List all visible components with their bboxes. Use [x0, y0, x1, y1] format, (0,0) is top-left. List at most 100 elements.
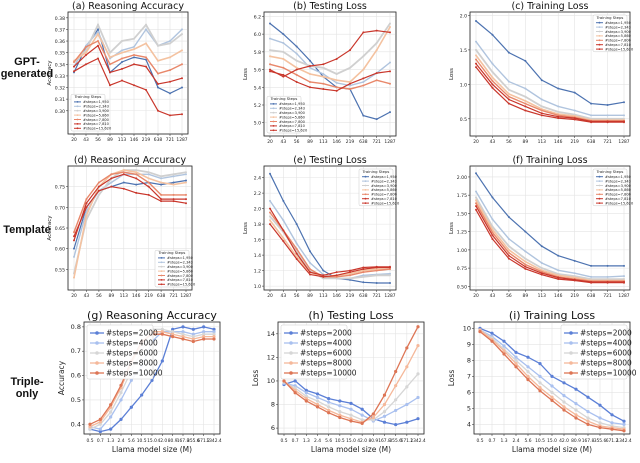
y-tick-label: 0.5: [460, 117, 467, 123]
data-point: [88, 422, 92, 426]
data-point: [375, 265, 378, 268]
legend-label: #steps=7,800: [371, 193, 398, 197]
data-point: [73, 60, 75, 63]
data-point: [405, 346, 409, 350]
data-point: [538, 386, 542, 390]
data-point: [475, 205, 477, 208]
data-point: [295, 258, 298, 260]
data-point: [98, 422, 102, 426]
data-point: [623, 275, 625, 278]
data-point: [269, 211, 271, 214]
legend-marker: [76, 123, 79, 125]
legend-marker: [160, 261, 163, 264]
series-line: [475, 20, 625, 106]
x-tick-label: 80.9: [168, 438, 178, 444]
legend: Training Steps#steps=1,950#steps=2,343#s…: [154, 249, 196, 288]
data-point: [335, 277, 338, 280]
x-tick-label: 42.0: [357, 438, 367, 444]
legend-label: #steps=5,860: [605, 188, 632, 192]
series-line: [475, 209, 624, 284]
data-point: [557, 254, 560, 257]
x-tick-label: 1287: [176, 137, 187, 143]
data-point: [491, 76, 494, 79]
x-tick-label: 1342.4: [206, 438, 222, 444]
data-point: [338, 410, 342, 414]
data-point: [574, 408, 578, 412]
data-point: [475, 48, 477, 51]
data-point: [212, 335, 216, 339]
data-point: [540, 262, 543, 265]
x-tick-label: 80.9: [368, 438, 378, 444]
y-axis-label: Loss: [243, 222, 249, 234]
data-point: [109, 71, 111, 74]
data-point: [119, 391, 123, 395]
data-point: [85, 210, 88, 213]
y-tick-label: 7: [467, 372, 471, 380]
data-point: [491, 33, 494, 36]
data-point: [526, 370, 530, 374]
data-point: [382, 420, 387, 424]
x-tick-label: 20: [473, 293, 479, 299]
legend-label: #steps=10000: [106, 369, 163, 378]
data-point: [538, 374, 542, 378]
legend-label: #steps=3,900: [605, 30, 632, 34]
y-tick-label: 0.34: [55, 62, 65, 68]
y-tick-label: 1.6: [254, 238, 261, 244]
legend-label: #steps=7,810: [167, 278, 194, 282]
data-point: [557, 105, 560, 108]
legend-label: #steps=6000: [300, 349, 352, 358]
series-line: [269, 173, 390, 284]
data-point: [475, 172, 477, 175]
data-point: [540, 112, 543, 115]
data-point: [573, 118, 576, 121]
data-point: [147, 177, 150, 180]
data-point: [475, 190, 477, 193]
data-point: [507, 51, 510, 54]
data-point: [145, 28, 147, 31]
chart-title: (c) Training Loss: [512, 1, 589, 12]
x-tick-label: 671.2: [401, 438, 414, 444]
x-tick-label: 0.7: [292, 438, 299, 444]
data-point: [109, 403, 113, 407]
chart-title: (h) Testing Loss: [308, 309, 394, 322]
data-point: [540, 270, 543, 273]
legend-marker: [598, 48, 601, 50]
data-point: [491, 79, 494, 82]
data-point: [315, 405, 320, 409]
x-tick-label: 638: [587, 139, 596, 145]
legend: Training Steps#steps=1,950#steps=2,343#s…: [592, 168, 634, 207]
legend-label: #steps=7,810: [279, 124, 306, 128]
data-point: [293, 391, 297, 395]
legend-label: #steps=15,620: [605, 201, 634, 205]
data-point: [623, 101, 625, 104]
data-point: [169, 80, 171, 83]
y-tick-label: 0.31: [55, 97, 65, 103]
legend-marker: [76, 114, 79, 116]
legend-marker: [95, 331, 99, 335]
legend-label: #steps=1,950: [167, 256, 194, 260]
data-point: [315, 402, 320, 407]
data-point: [389, 82, 391, 85]
legend-title: Training Steps: [362, 169, 390, 174]
data-point: [507, 248, 510, 251]
y-tick-label: 2.00: [457, 175, 467, 181]
legend-box: [358, 168, 394, 207]
x-tick-label: 43: [490, 139, 496, 145]
data-point: [394, 369, 398, 374]
data-point: [502, 352, 506, 356]
plot-frame: [67, 165, 193, 291]
data-point: [507, 92, 510, 95]
data-point: [524, 267, 527, 270]
data-point: [338, 399, 342, 403]
data-point: [524, 250, 527, 253]
series-line: [269, 22, 391, 75]
legend-marker: [289, 351, 293, 355]
data-point: [502, 349, 506, 353]
data-point: [282, 219, 285, 222]
legend-marker: [598, 39, 601, 42]
data-point: [610, 427, 614, 431]
y-tick-label: 1.25: [457, 230, 467, 236]
data-point: [349, 82, 351, 85]
x-tick-label: 5.6: [525, 438, 532, 444]
